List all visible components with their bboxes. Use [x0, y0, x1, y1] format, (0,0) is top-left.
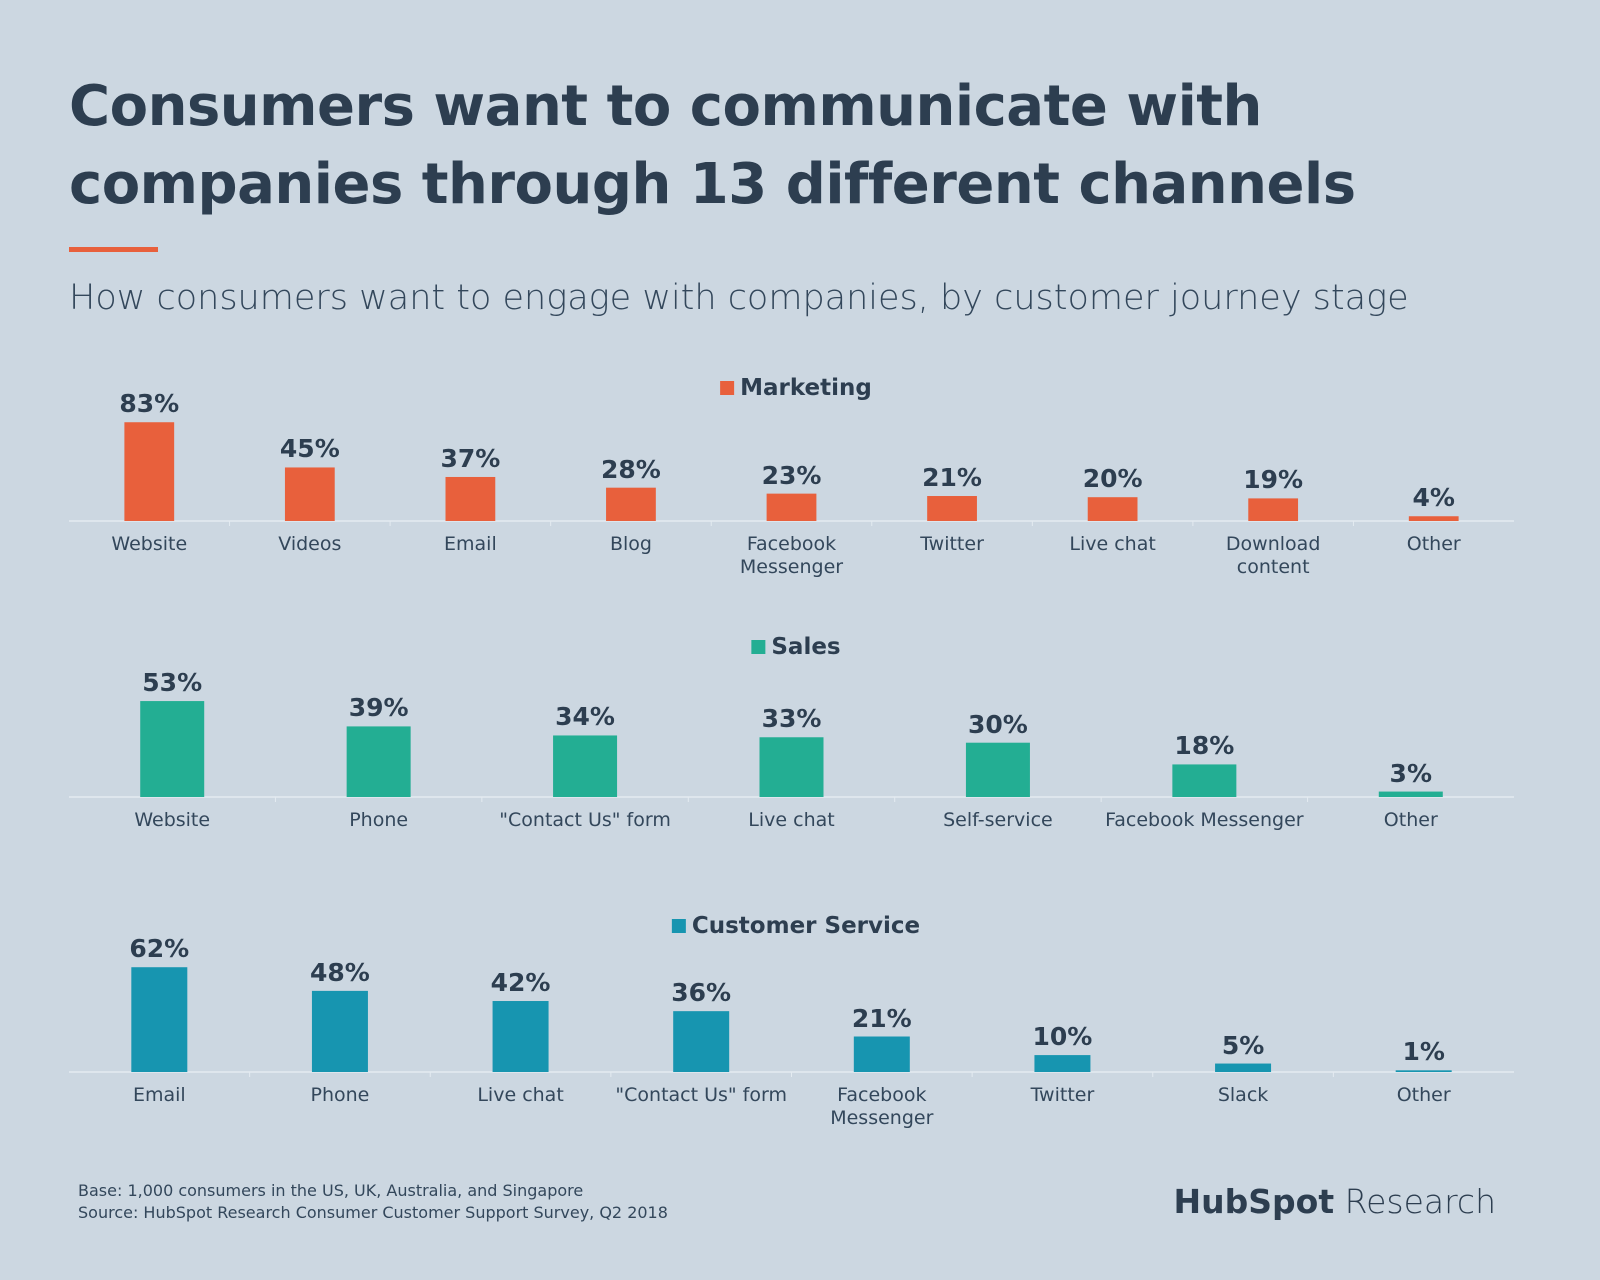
- bar: [492, 1001, 549, 1072]
- x-tick-label: Website: [134, 809, 211, 831]
- x-tick-label: Email: [444, 533, 497, 555]
- logo-brand: HubSpot: [1173, 1182, 1335, 1221]
- bar: [284, 467, 335, 521]
- legend-label: Customer Service: [691, 913, 921, 939]
- x-tick-label: Other: [1383, 809, 1438, 831]
- x-tick-label: Live chat: [1069, 533, 1156, 555]
- bar: [853, 1036, 910, 1072]
- x-tick-label: Slack: [1217, 1084, 1269, 1106]
- legend-swatch: [671, 919, 686, 933]
- bar: [1395, 1070, 1452, 1072]
- x-tick-label: Other: [1396, 1084, 1451, 1106]
- value-label: 83%: [119, 389, 180, 419]
- legend-label: Sales: [771, 634, 841, 660]
- value-label: 36%: [671, 978, 732, 1008]
- title: Consumers want to communicate with compa…: [69, 74, 1356, 217]
- value-label: 48%: [310, 957, 370, 987]
- value-label: 42%: [490, 968, 551, 998]
- x-tick-label: Facebook Messenger: [739, 533, 844, 578]
- x-tick-label: Phone: [310, 1084, 370, 1106]
- bar: [1408, 516, 1459, 521]
- bar: [673, 1011, 730, 1072]
- x-tick-label: Live chat: [477, 1084, 564, 1106]
- x-tick-label: Videos: [278, 533, 342, 555]
- value-label: 33%: [761, 704, 822, 734]
- bar: [766, 493, 817, 521]
- legend-swatch: [751, 640, 766, 654]
- subtitle: How consumers want to engage with compan…: [69, 278, 1409, 318]
- legend-swatch: [720, 381, 735, 395]
- legend-item: Sales: [751, 634, 841, 660]
- x-tick-label: Email: [132, 1084, 186, 1106]
- bar: [346, 726, 411, 797]
- bar: [124, 422, 175, 521]
- footnote: Base: 1,000 consumers in the US, UK, Aus…: [78, 1181, 584, 1200]
- bar: [606, 487, 656, 521]
- legend-item: Customer Service: [671, 913, 921, 939]
- x-tick-label: Download content: [1225, 533, 1321, 578]
- bar: [1172, 764, 1237, 797]
- value-label: 4%: [1412, 483, 1455, 513]
- x-tick-label: Website: [111, 533, 188, 555]
- bar: [1215, 1063, 1272, 1072]
- value-label: 28%: [601, 454, 661, 484]
- x-tick-label: "Contact Us" form: [499, 809, 671, 831]
- bar: [1034, 1055, 1091, 1072]
- value-label: 37%: [440, 443, 501, 473]
- value-label: 20%: [1082, 464, 1143, 494]
- value-label: 30%: [968, 709, 1028, 739]
- bar: [553, 735, 618, 797]
- bar: [131, 967, 188, 1072]
- bar: [759, 737, 824, 797]
- value-label: 5%: [1221, 1030, 1265, 1060]
- x-tick-label: Self-service: [943, 809, 1053, 831]
- value-label: 10%: [1032, 1022, 1093, 1052]
- value-label: 53%: [142, 668, 203, 698]
- bar: [1378, 791, 1443, 797]
- logo: HubSpot Research: [1174, 1182, 1496, 1221]
- value-label: 18%: [1174, 731, 1235, 761]
- bar: [311, 990, 368, 1072]
- logo-product: Research: [1344, 1182, 1496, 1221]
- value-label: 39%: [348, 693, 409, 723]
- x-tick-label: "Contact Us" form: [615, 1084, 787, 1106]
- x-tick-label: Twitter: [920, 533, 984, 555]
- bar: [140, 701, 205, 797]
- bar: [1087, 497, 1138, 521]
- x-tick-label: Facebook Messenger: [1105, 809, 1304, 831]
- value-label: 19%: [1243, 465, 1304, 495]
- value-label: 23%: [761, 460, 822, 490]
- value-label: 62%: [129, 934, 190, 964]
- x-tick-label: Phone: [349, 809, 409, 831]
- x-tick-label: Live chat: [748, 809, 835, 831]
- value-label: 1%: [1402, 1037, 1445, 1067]
- bar: [927, 496, 977, 521]
- value-label: 21%: [922, 463, 982, 492]
- value-label: 34%: [555, 702, 615, 732]
- bar: [445, 476, 496, 521]
- x-tick-label: Blog: [609, 533, 652, 555]
- value-label: 21%: [851, 1003, 912, 1033]
- x-tick-label: Other: [1406, 533, 1461, 555]
- value-label: 3%: [1389, 758, 1433, 788]
- value-label: 45%: [279, 434, 340, 464]
- x-tick-label: Facebook Messenger: [830, 1084, 934, 1129]
- footnote: Source: HubSpot Research Consumer Custom…: [78, 1203, 668, 1222]
- title-rule: [69, 247, 158, 252]
- x-tick-label: Twitter: [1030, 1084, 1095, 1106]
- bar: [965, 742, 1030, 797]
- legend-label: Marketing: [740, 375, 872, 401]
- legend-item: Marketing: [720, 375, 872, 401]
- bar: [1248, 498, 1299, 521]
